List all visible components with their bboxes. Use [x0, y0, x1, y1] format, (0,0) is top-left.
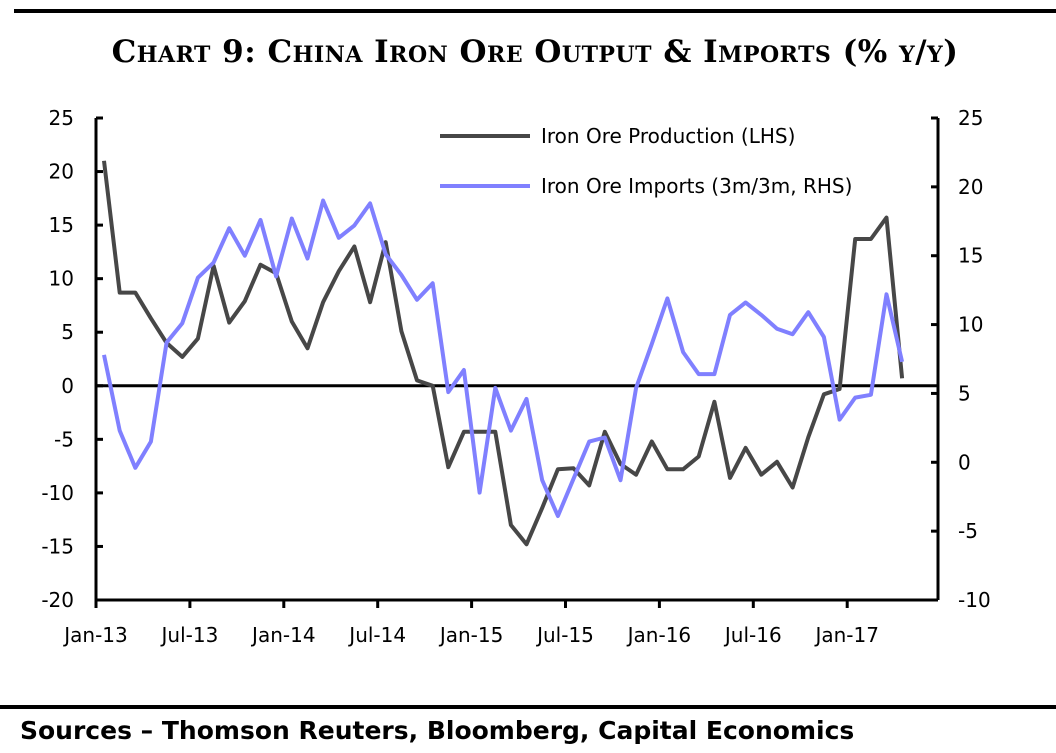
legend-label-production: Iron Ore Production (LHS) — [541, 124, 795, 148]
right-tick-label: 15 — [958, 244, 983, 268]
right-tick-label: 0 — [958, 450, 971, 474]
x-tick-label: Jul-14 — [347, 623, 406, 647]
left-tick-label: 0 — [61, 374, 74, 398]
x-tick-label: Jan-13 — [62, 623, 128, 647]
right-tick-label: 5 — [958, 381, 971, 405]
top-rule — [14, 9, 1056, 13]
x-tick-label: Jul-15 — [535, 623, 594, 647]
right-tick-label: -10 — [958, 588, 991, 612]
x-tick-label: Jan-17 — [813, 623, 879, 647]
right-tick-label: 10 — [958, 313, 983, 337]
legend-label-imports: Iron Ore Imports (3m/3m, RHS) — [541, 174, 852, 198]
left-tick-label: -10 — [41, 481, 74, 505]
right-tick-label: 25 — [958, 106, 983, 130]
left-tick-label: -15 — [41, 534, 74, 558]
left-tick-label: 15 — [49, 213, 74, 237]
x-tick-label: Jan-16 — [626, 623, 692, 647]
left-tick-label: -20 — [41, 588, 74, 612]
legend: Iron Ore Production (LHS) Iron Ore Impor… — [440, 124, 852, 198]
x-tick-label: Jan-14 — [250, 623, 316, 647]
left-tick-label: 5 — [61, 320, 74, 344]
sources-note: Sources – Thomson Reuters, Bloomberg, Ca… — [20, 716, 855, 745]
x-tick-label: Jul-13 — [160, 623, 219, 647]
left-tick-label: 25 — [49, 106, 74, 130]
x-tick-label: Jan-15 — [438, 623, 504, 647]
series-line-imports — [102, 198, 905, 518]
left-tick-label: 20 — [49, 160, 74, 184]
chart-title: Chart 9: China Iron Ore Output & Imports… — [111, 34, 959, 70]
left-tick-label: -5 — [54, 427, 74, 451]
x-tick-label: Jul-16 — [723, 623, 782, 647]
series-line-production — [102, 160, 905, 547]
right-tick-label: 20 — [958, 175, 983, 199]
right-tick-label: -5 — [958, 519, 978, 543]
left-tick-label: 10 — [49, 267, 74, 291]
bottom-rule — [0, 705, 1056, 709]
